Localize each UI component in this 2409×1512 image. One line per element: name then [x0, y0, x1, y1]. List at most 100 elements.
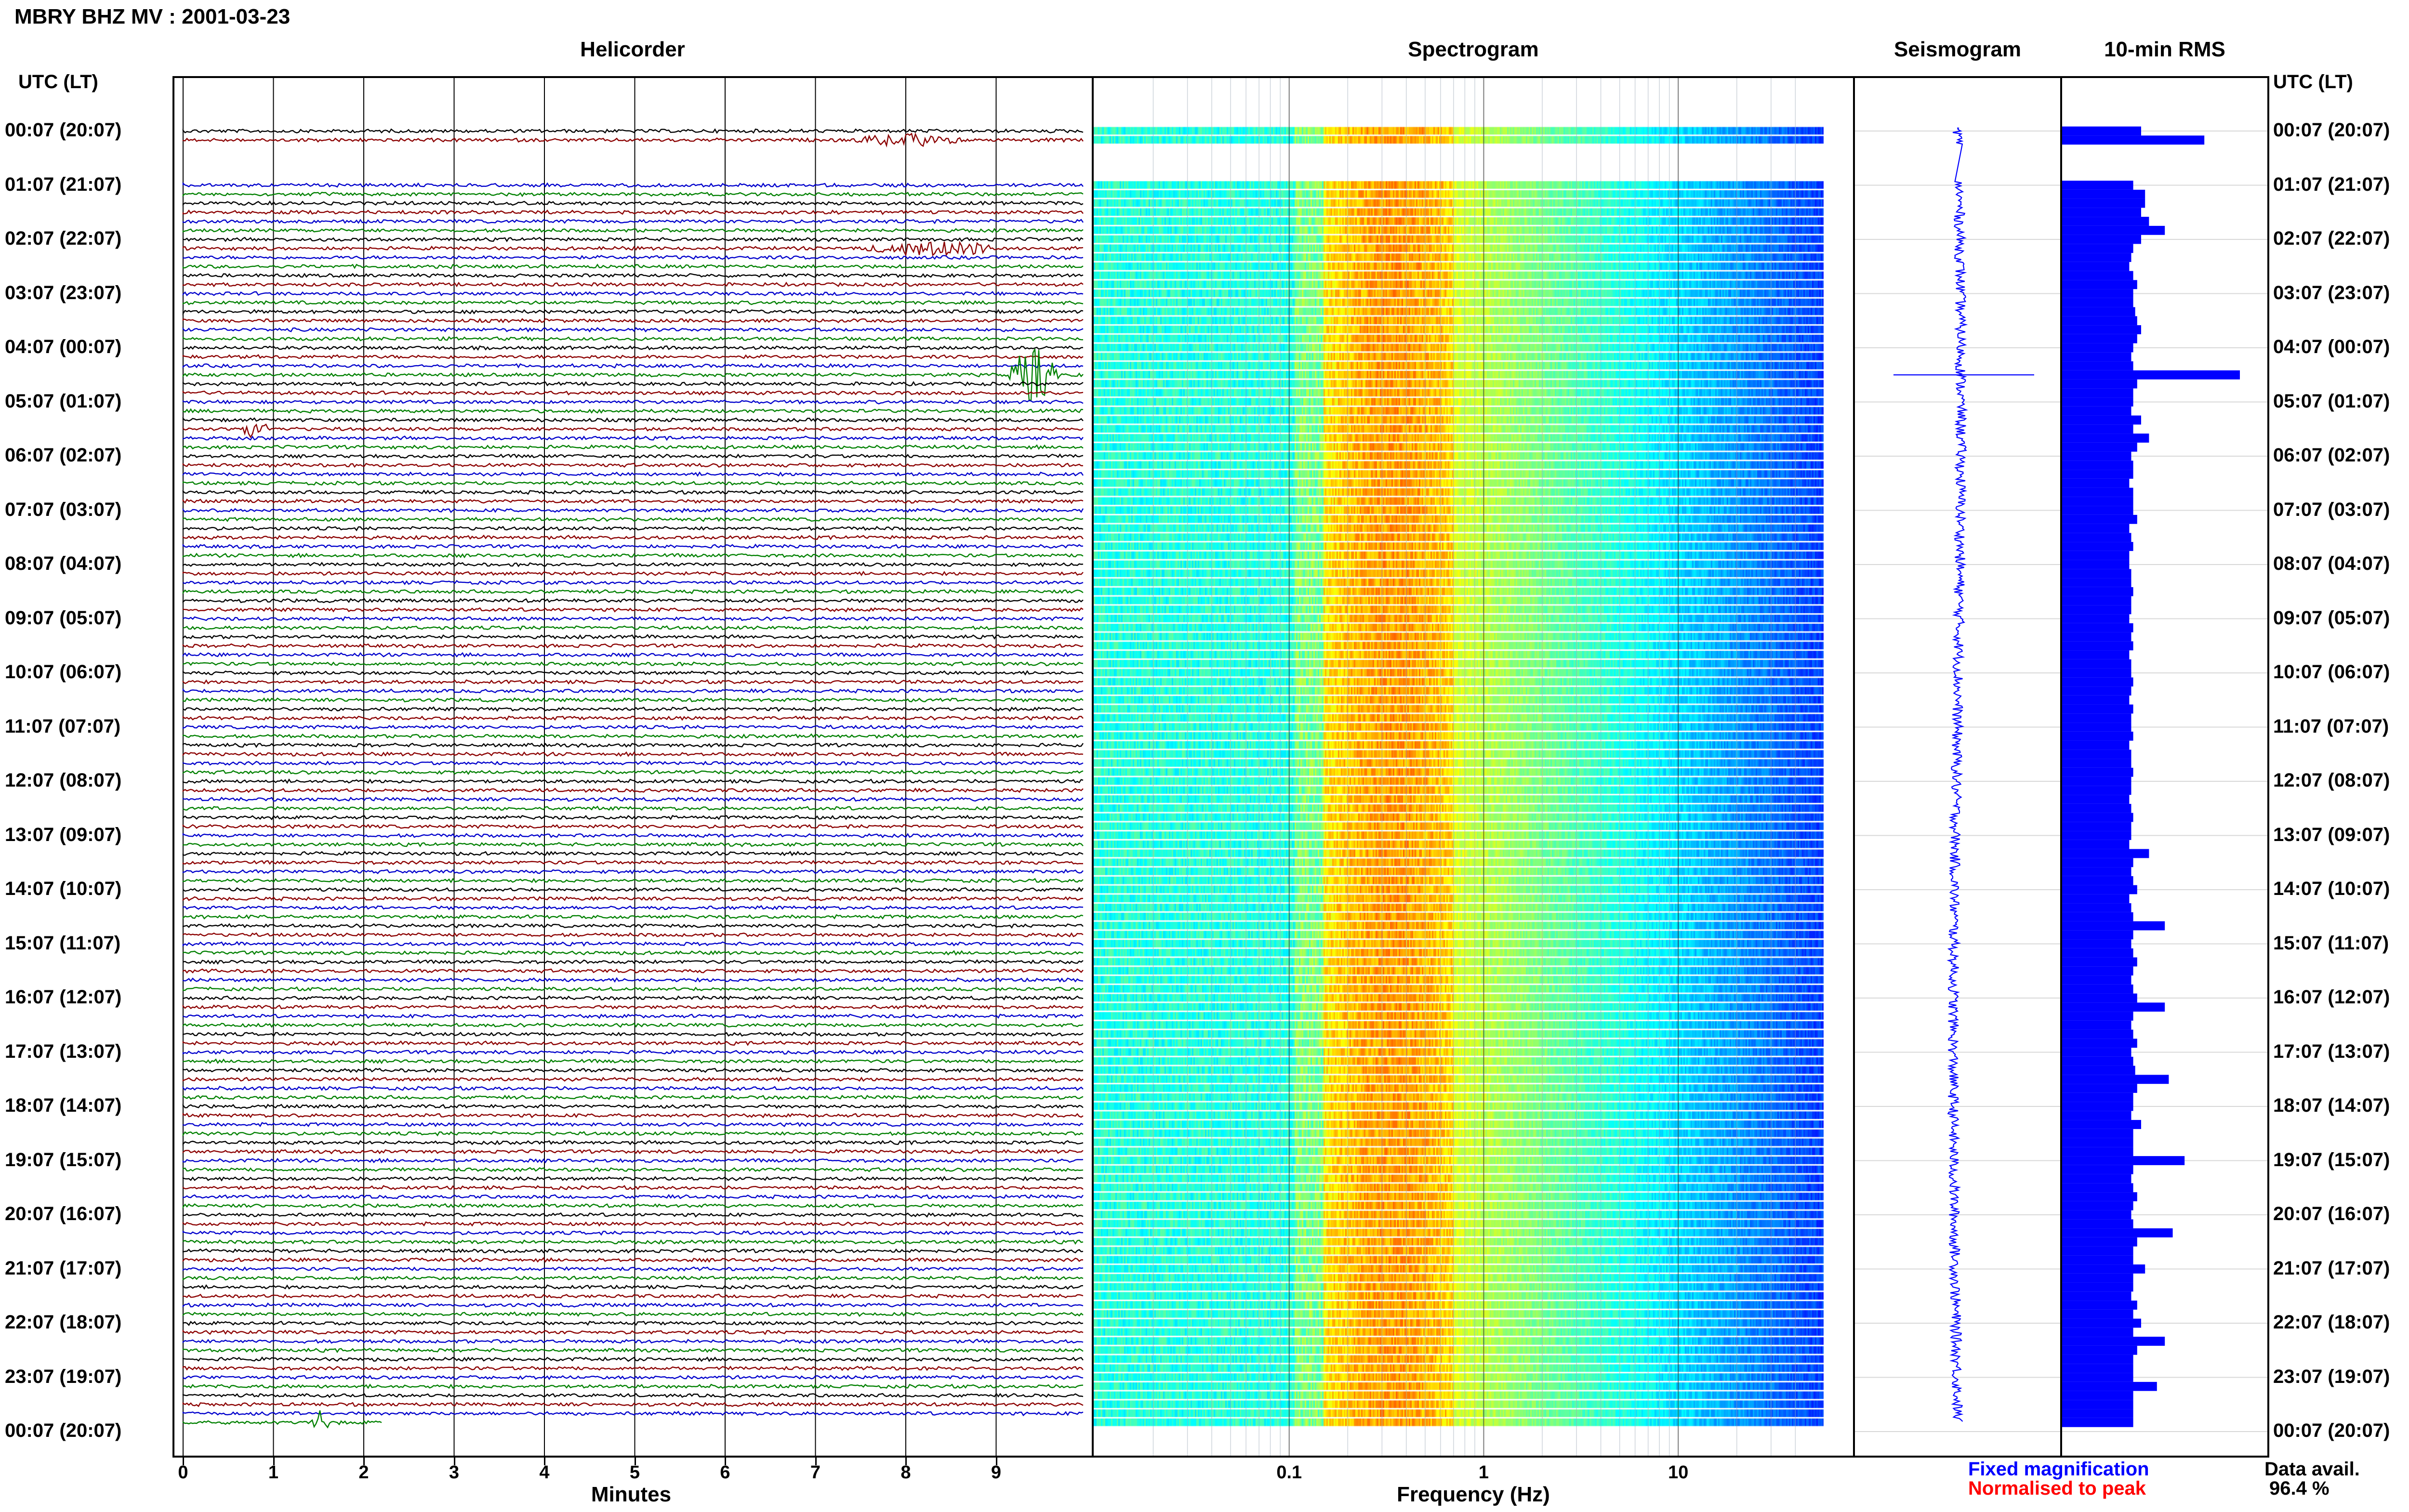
time-label-right: 21:07 (17:07) — [2273, 1257, 2390, 1279]
helicorder-trace — [182, 1157, 1084, 1164]
helicorder-trace — [182, 995, 1084, 1001]
rms-bar — [2062, 569, 2131, 579]
rms-bar — [2062, 235, 2141, 244]
rms-bar — [2062, 984, 2133, 994]
spectrogram-x-tick-label: 0.1 — [1276, 1462, 1302, 1483]
helicorder-trace — [182, 805, 1084, 811]
helicorder-trace — [182, 462, 1083, 468]
helicorder-x-tick-mark — [995, 1458, 997, 1465]
rms-bar — [2062, 487, 2133, 497]
helicorder-trace — [182, 914, 1084, 920]
rms-bar — [2062, 1111, 2131, 1120]
rms-bar — [2062, 1192, 2137, 1201]
helicorder-trace — [182, 562, 1084, 567]
helicorder-trace — [182, 778, 1084, 784]
rms-bar — [2062, 388, 2133, 398]
helicorder-trace — [182, 652, 1084, 658]
rms-bar — [2062, 1075, 2169, 1084]
helicorder-x-tick-mark — [363, 1458, 365, 1465]
rms-bar — [2062, 1301, 2137, 1310]
rms-bar — [2062, 704, 2133, 714]
seismogram-panel — [1853, 76, 2062, 1458]
helicorder-trace — [182, 824, 1084, 829]
helicorder-x-tick-label: 8 — [900, 1462, 911, 1483]
rms-bar — [2062, 1291, 2131, 1301]
time-label-right: 04:07 (00:07) — [2273, 336, 2390, 357]
time-label-right: 16:07 (12:07) — [2273, 986, 2390, 1008]
helicorder-trace — [182, 860, 1084, 866]
helicorder-trace — [182, 219, 1084, 224]
helicorder-trace — [182, 715, 1084, 721]
helicorder-trace — [182, 923, 1084, 929]
time-label-left: 02:07 (22:07) — [5, 228, 122, 249]
rms-bar — [2062, 135, 2205, 145]
rms-bar — [2062, 1373, 2133, 1382]
rms-bar — [2062, 1147, 2133, 1157]
time-label-right: 15:07 (11:07) — [2273, 932, 2389, 954]
helicorder-trace — [182, 1113, 1084, 1118]
spectrogram-panel — [1092, 76, 1855, 1458]
rms-bar — [2062, 1012, 2133, 1021]
helicorder-trace — [182, 1393, 1084, 1398]
rms-bar — [2062, 695, 2130, 705]
rms-panel — [2060, 76, 2269, 1458]
time-label-left: 07:07 (03:07) — [5, 499, 122, 520]
helicorder-trace — [182, 128, 1084, 134]
helicorder-trace — [182, 661, 1084, 667]
rms-bar — [2062, 451, 2131, 461]
helicorder-trace — [182, 1185, 1084, 1191]
spectrogram-title: Spectrogram — [1408, 38, 1539, 61]
helicorder-trace — [182, 616, 1084, 622]
rms-bar — [2062, 894, 2130, 904]
rms-bar — [2062, 1056, 2133, 1066]
helicorder-trace — [182, 534, 1084, 540]
utc-lt-label-left: UTC (LT) — [18, 71, 98, 92]
spectrogram-grid — [1152, 78, 1796, 1456]
helicorder-trace — [182, 1004, 1084, 1010]
time-label-right: 19:07 (15:07) — [2273, 1149, 2390, 1170]
rms-bar — [2062, 1029, 2133, 1039]
rms-bar — [2062, 1129, 2133, 1138]
helicorder-title: Helicorder — [580, 38, 685, 61]
time-label-right: 00:07 (20:07) — [2273, 1420, 2390, 1441]
time-label-right: 20:07 (16:07) — [2273, 1203, 2390, 1224]
helicorder-trace — [182, 348, 1084, 401]
helicorder-trace — [182, 1239, 1084, 1245]
rms-bar — [2062, 208, 2141, 217]
rms-bar — [2062, 307, 2135, 316]
helicorder-trace — [182, 769, 1084, 775]
helicorder-trace — [182, 471, 1084, 477]
helicorder-trace — [182, 1076, 1084, 1082]
helicorder-trace — [182, 345, 1084, 351]
helicorder-trace — [182, 868, 1084, 875]
rms-bar — [2062, 1183, 2133, 1193]
rms-bar — [2062, 1084, 2137, 1093]
rms-bar — [2062, 1400, 2133, 1409]
seismogram-trace — [1946, 127, 1968, 1422]
rms-bar — [2062, 1309, 2133, 1319]
helicorder-trace — [182, 489, 1084, 495]
rms-bar — [2062, 605, 2131, 615]
spectrogram-image — [1094, 78, 1853, 1456]
rms-bar — [2062, 1337, 2165, 1346]
helicorder-trace — [182, 508, 1084, 513]
rms-bar — [2062, 181, 2133, 190]
time-label-right: 10:07 (06:07) — [2273, 661, 2390, 683]
helicorder-trace — [182, 499, 1084, 504]
rms-bar — [2062, 1174, 2131, 1183]
helicorder-x-tick-label: 5 — [629, 1462, 640, 1483]
time-label-right: 23:07 (19:07) — [2273, 1366, 2390, 1387]
rms-bar — [2062, 975, 2131, 985]
rms-bar — [2062, 316, 2137, 326]
rms-bar — [2062, 623, 2133, 632]
helicorder-trace — [182, 543, 1084, 550]
helicorder-trace — [182, 435, 1084, 441]
helicorder-trace — [182, 788, 1084, 793]
time-label-left: 01:07 (21:07) — [5, 173, 122, 195]
helicorder-trace — [182, 598, 1084, 604]
helicorder-trace — [182, 796, 1084, 802]
helicorder-trace — [182, 1266, 1084, 1272]
helicorder-x-tick-label: 2 — [358, 1462, 369, 1483]
time-label-left: 06:07 (02:07) — [5, 445, 122, 466]
time-label-right: 13:07 (09:07) — [2273, 824, 2390, 845]
